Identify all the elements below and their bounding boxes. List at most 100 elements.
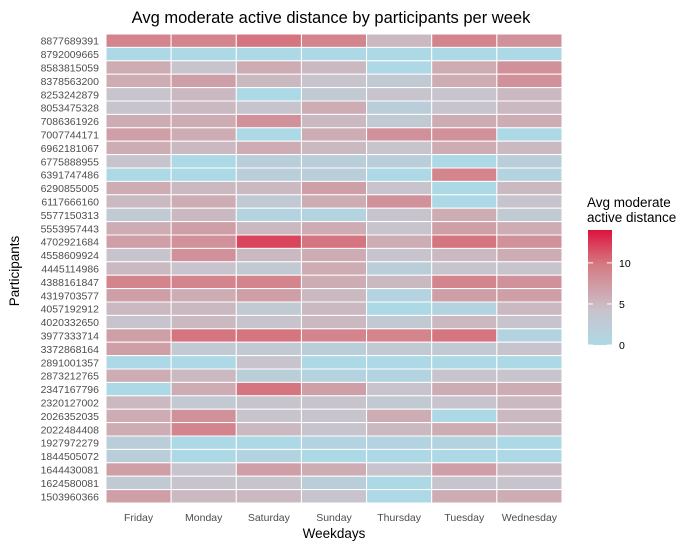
heatmap-tile	[366, 408, 433, 424]
heatmap-tile	[366, 87, 433, 102]
heatmap-tile	[366, 73, 433, 89]
heatmap-tile	[235, 301, 302, 316]
heatmap-tile	[105, 194, 172, 209]
heatmap-tile	[431, 167, 498, 182]
heatmap-tile	[496, 234, 563, 249]
heatmap-tile	[235, 381, 302, 397]
heatmap-tile	[496, 448, 563, 464]
heatmap-tile	[105, 489, 172, 504]
y-tick-label: 7007744171	[41, 130, 100, 142]
heatmap-tile	[300, 462, 368, 477]
heatmap-tile	[496, 167, 563, 182]
heatmap-tile	[170, 46, 237, 62]
heatmap-tile	[170, 489, 237, 504]
y-tick-label: 8053475328	[41, 103, 100, 115]
heatmap-tile	[235, 341, 302, 357]
heatmap-tile	[170, 462, 237, 477]
heatmap-tile	[105, 87, 172, 102]
heatmap-tile	[235, 475, 302, 491]
heatmap-tile	[235, 489, 302, 504]
y-tick-label: 4702921684	[41, 237, 100, 249]
heatmap-tile	[366, 274, 433, 290]
heatmap-tile	[366, 301, 433, 316]
x-tick-label: Sunday	[316, 512, 352, 524]
heatmap-tile	[105, 475, 172, 491]
y-tick-label: 6962181067	[41, 143, 100, 155]
heatmap-tile	[366, 167, 433, 182]
heatmap-tile	[496, 355, 563, 370]
heatmap-tile	[170, 381, 237, 397]
y-tick-label: 8253242879	[41, 89, 100, 101]
heatmap-tile	[170, 448, 237, 464]
heatmap-tile	[235, 234, 302, 249]
heatmap-tile	[496, 395, 563, 410]
heatmap-tile	[431, 475, 498, 491]
heatmap-tile	[496, 113, 563, 129]
colorbar	[588, 230, 612, 345]
heatmap-tile	[366, 247, 433, 263]
y-tick-label: 6117666160	[41, 197, 99, 209]
x-tick-label: Tuesday	[444, 512, 485, 524]
heatmap-tile	[300, 368, 368, 383]
colorbar-legend: Avg moderate active distance 0 5 10	[587, 195, 676, 352]
y-tick-label: 6391747486	[41, 170, 100, 182]
heatmap-tile	[235, 288, 302, 303]
heatmap-tile	[496, 87, 563, 102]
heatmap-tile	[105, 328, 172, 343]
heatmap-tile	[366, 475, 433, 491]
heatmap-tile	[170, 180, 237, 196]
heatmap-tile	[366, 140, 433, 156]
heatmap-tile	[170, 247, 237, 263]
heatmap-tile	[431, 341, 498, 357]
heatmap-tile	[235, 167, 302, 182]
heatmap-tile	[366, 462, 433, 477]
heatmap-tile	[431, 274, 498, 290]
heatmap-tile	[300, 422, 368, 437]
heatmap-tile	[235, 328, 302, 343]
heatmap-tile	[496, 274, 563, 290]
y-tick-label: 4020332650	[41, 317, 100, 329]
heatmap-tile	[300, 46, 368, 62]
y-tick-label: 5553957443	[41, 223, 100, 235]
heatmap-tile	[496, 180, 563, 196]
heatmap-tile	[496, 140, 563, 156]
heatmap-tile	[496, 462, 563, 477]
heatmap-tile	[300, 395, 368, 410]
heatmap-tile	[496, 435, 563, 450]
heatmap-tile	[496, 381, 563, 397]
heatmap-tile	[170, 288, 237, 303]
heatmap-tile	[431, 46, 498, 62]
heatmap-tile	[496, 73, 563, 89]
heatmap-tile	[431, 87, 498, 102]
heatmap-tile	[105, 207, 172, 223]
colorbar-title-line-1: Avg moderate	[587, 195, 671, 210]
heatmap-tile	[170, 368, 237, 383]
heatmap-tile	[235, 100, 302, 115]
colorbar-tick-label: 0	[619, 340, 625, 352]
heatmap-tile	[170, 328, 237, 343]
heatmap-tile	[496, 288, 563, 303]
heatmap-tile	[431, 33, 498, 48]
heatmap-tile	[235, 127, 302, 142]
y-tick-label: 2347167796	[41, 384, 100, 396]
chart-title: Avg moderate active distance by particip…	[132, 9, 531, 27]
heatmap-tile	[105, 113, 172, 129]
y-tick-label: 4388161847	[41, 277, 100, 289]
heatmap-tile	[300, 180, 368, 196]
heatmap-tile	[431, 194, 498, 209]
heatmap-tile	[235, 368, 302, 383]
heatmap-tile	[235, 247, 302, 263]
heatmap-tile	[300, 234, 368, 249]
heatmap-tile	[300, 100, 368, 115]
heatmap-tile	[431, 462, 498, 477]
heatmap-tile	[300, 448, 368, 464]
colorbar-tick-label: 5	[619, 299, 625, 311]
heatmap-tile	[235, 33, 302, 48]
heatmap-tile	[300, 355, 368, 370]
heatmap-tile	[496, 207, 563, 223]
heatmap-tile	[431, 127, 498, 142]
heatmap-tile	[366, 127, 433, 142]
heatmap-tile	[366, 60, 433, 75]
heatmap-tile	[496, 301, 563, 316]
